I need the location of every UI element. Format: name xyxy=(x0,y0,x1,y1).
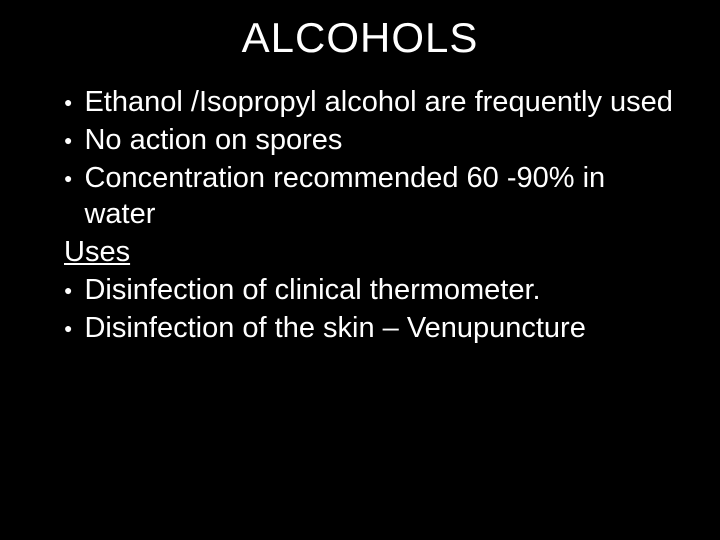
list-item: ● No action on spores xyxy=(64,122,680,158)
bullet-text: Disinfection of clinical thermometer. xyxy=(84,272,540,308)
bullet-text: Concentration recommended 60 -90% in wat… xyxy=(84,160,680,232)
bullet-icon: ● xyxy=(64,84,72,120)
section-heading: Uses xyxy=(64,234,680,270)
heading-text: Uses xyxy=(64,236,130,268)
bullet-icon: ● xyxy=(64,160,72,196)
slide: ALCOHOLS ● Ethanol /Isopropyl alcohol ar… xyxy=(0,0,720,540)
bullet-icon: ● xyxy=(64,122,72,158)
slide-title: ALCOHOLS xyxy=(40,14,680,62)
bullet-icon: ● xyxy=(64,272,72,308)
bullet-icon: ● xyxy=(64,310,72,346)
list-item: ● Disinfection of the skin – Venupunctur… xyxy=(64,310,680,346)
list-item: ● Ethanol /Isopropyl alcohol are frequen… xyxy=(64,84,680,120)
bullet-text: No action on spores xyxy=(84,122,342,158)
list-item: ● Concentration recommended 60 -90% in w… xyxy=(64,160,680,232)
bullet-text: Ethanol /Isopropyl alcohol are frequentl… xyxy=(84,84,672,120)
list-item: ● Disinfection of clinical thermometer. xyxy=(64,272,680,308)
slide-content: ● Ethanol /Isopropyl alcohol are frequen… xyxy=(40,84,680,346)
bullet-text: Disinfection of the skin – Venupuncture xyxy=(84,310,585,346)
